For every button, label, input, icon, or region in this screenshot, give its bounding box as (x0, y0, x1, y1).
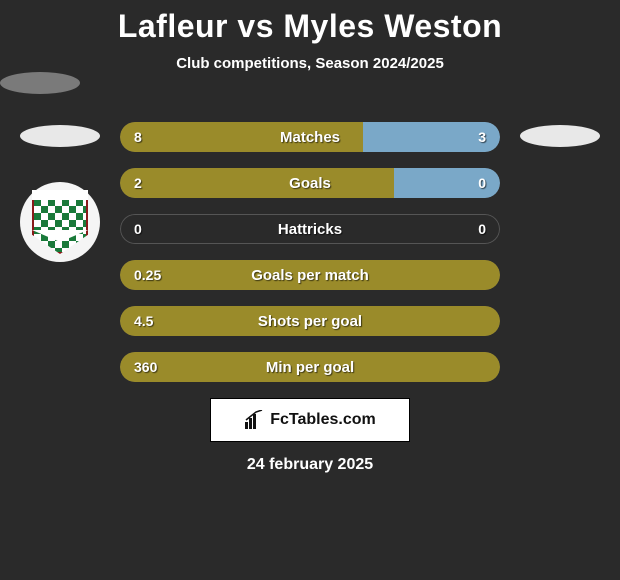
stat-row: 20Goals (120, 168, 500, 198)
stat-label: Goals (120, 175, 500, 192)
stat-row: 00Hattricks (120, 214, 500, 244)
stat-label: Shots per goal (120, 313, 500, 330)
stat-row: 360Min per goal (120, 352, 500, 382)
player-left-ellipse (20, 125, 100, 147)
player-right-ellipse (520, 125, 600, 147)
stat-label: Min per goal (120, 359, 500, 376)
stat-row: 83Matches (120, 122, 500, 152)
stat-label: Matches (120, 129, 500, 146)
stat-label: Hattricks (120, 221, 500, 238)
page-title: Lafleur vs Myles Weston (0, 0, 620, 45)
brand-logo-icon (244, 410, 264, 430)
comparison-bars: 83Matches 20Goals 00Hattricks 0.25Goals per… (120, 122, 500, 398)
subtitle: Club competitions, Season 2024/2025 (0, 55, 620, 72)
brand-text: FcTables.com (270, 411, 376, 429)
stat-label: Goals per match (120, 267, 500, 284)
stat-row: 0.25Goals per match (120, 260, 500, 290)
stat-row: 4.5Shots per goal (120, 306, 500, 336)
brand-badge: FcTables.com (210, 398, 410, 442)
club-left-crest (20, 182, 100, 262)
date-label: 24 february 2025 (0, 456, 620, 474)
club-right-ellipse (0, 72, 80, 94)
